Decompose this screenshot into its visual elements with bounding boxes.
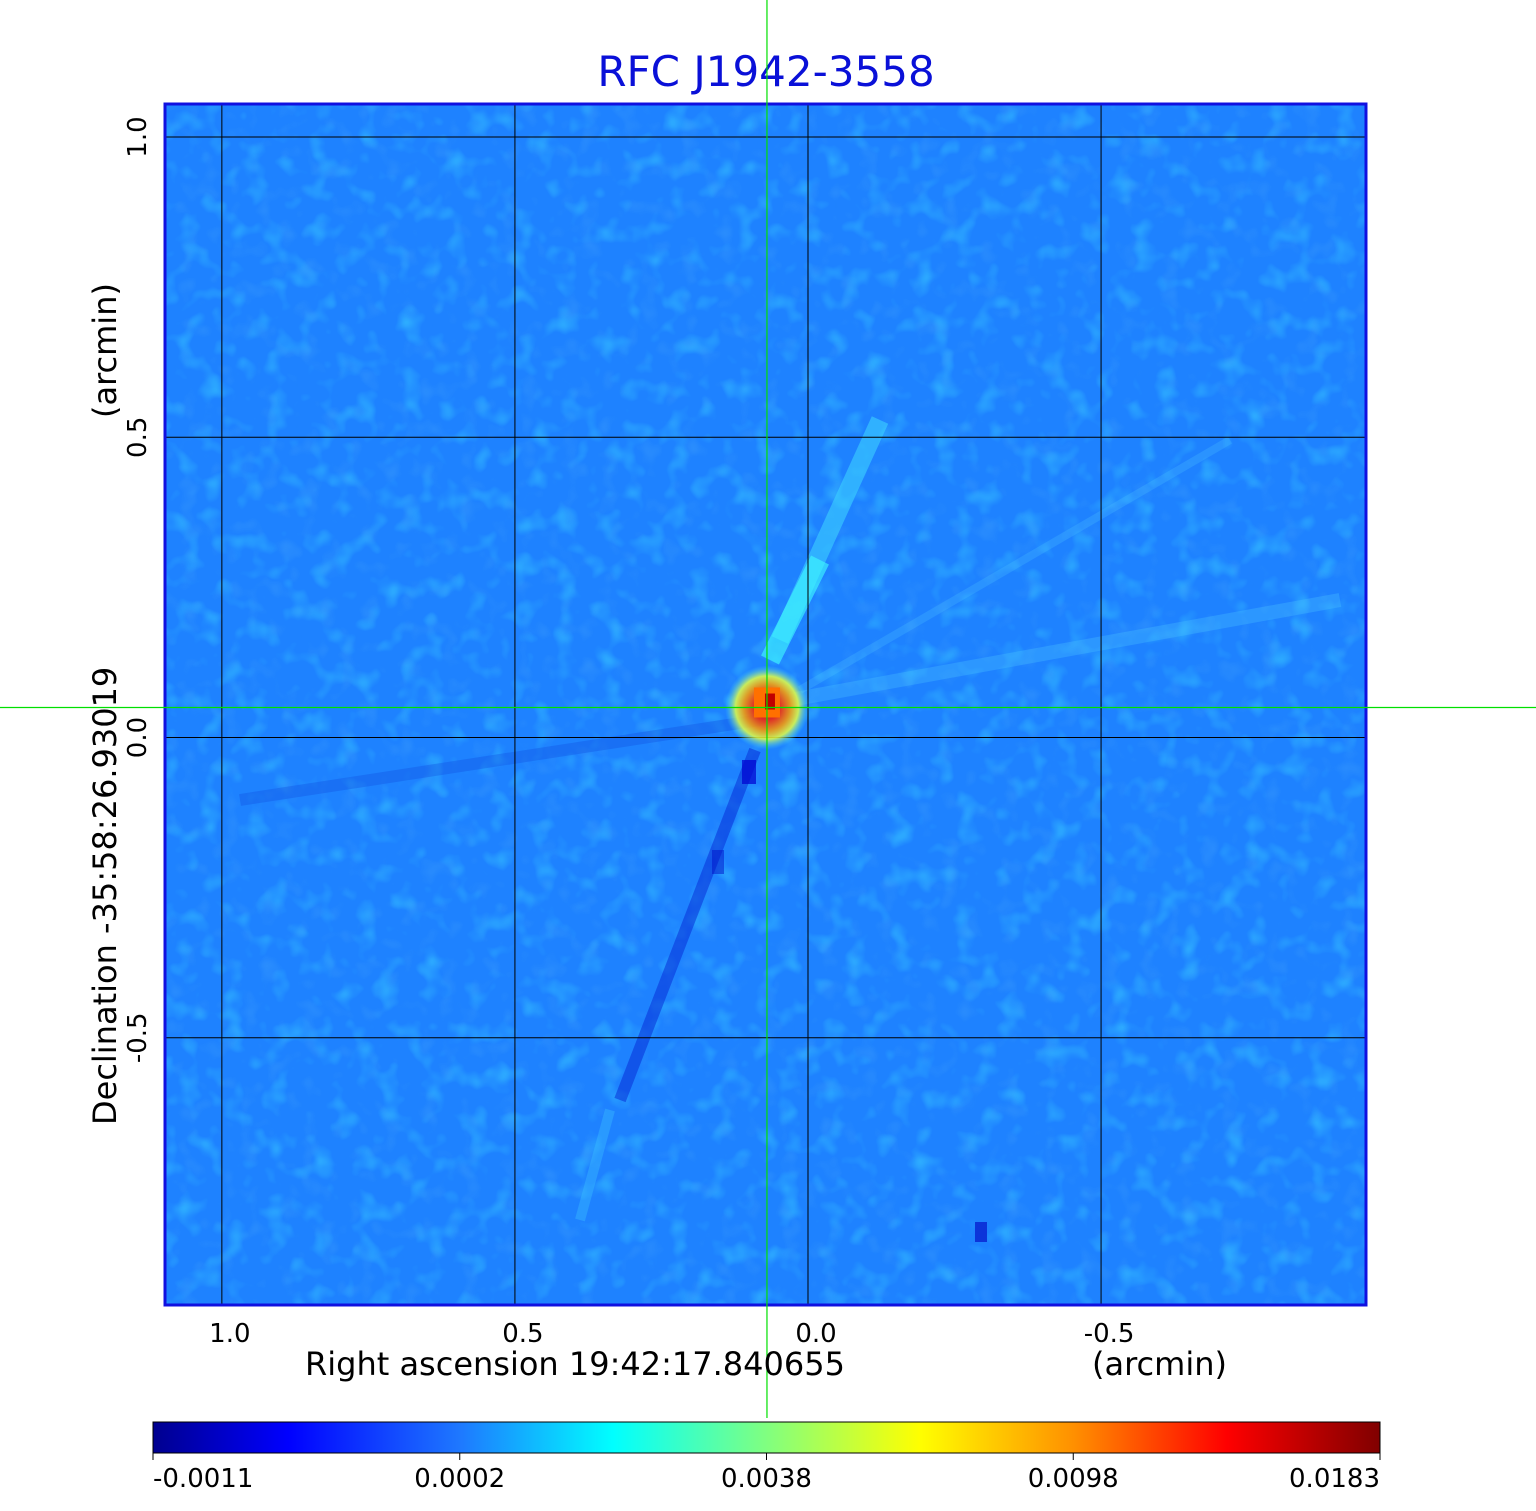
plot-area [165, 104, 1366, 1305]
x-tick-label: 0.0 [795, 1319, 836, 1349]
colorbar-tick-label: -0.0011 [153, 1464, 253, 1494]
x-tick-label: 0.5 [502, 1319, 543, 1349]
colorbar-tick-label: 0.0183 [1289, 1464, 1380, 1494]
x-axis-label: Right ascension 19:42:17.840655 [305, 1345, 845, 1383]
y-tick-label: 0.0 [123, 717, 153, 758]
y-axis-unit: (arcmin) [86, 283, 124, 418]
x-tick-labels: 1.0 0.5 0.0 -0.5 [209, 1319, 1134, 1349]
y-tick-label: 0.5 [123, 417, 153, 458]
y-axis-label: Declination -35:58:26.93019 [86, 667, 124, 1125]
grid-lines [165, 104, 1366, 1305]
sidelobe-streaks [239, 416, 1342, 1242]
y-tick-label: 1.0 [123, 116, 153, 157]
x-axis-unit: (arcmin) [1092, 1345, 1227, 1383]
x-tick-label: 1.0 [209, 1319, 250, 1349]
plot-frame [163, 102, 1368, 1307]
colorbar: -0.0011 0.0002 0.0038 0.0098 0.0183 [152, 1421, 1381, 1494]
colorbar-tick-label: 0.0038 [721, 1464, 812, 1494]
chart-title: RFC J1942-3558 [597, 47, 934, 96]
y-tick-labels: 1.0 0.5 0.0 -0.5 [123, 116, 153, 1063]
x-tick-label: -0.5 [1084, 1319, 1135, 1349]
y-tick-label: -0.5 [123, 1012, 153, 1063]
colorbar-tick-label: 0.0002 [414, 1464, 505, 1494]
colorbar-gradient [152, 1421, 1381, 1454]
colorbar-tick-label: 0.0098 [1028, 1464, 1119, 1494]
colorbar-ticks: -0.0011 0.0002 0.0038 0.0098 0.0183 [152, 1453, 1381, 1494]
